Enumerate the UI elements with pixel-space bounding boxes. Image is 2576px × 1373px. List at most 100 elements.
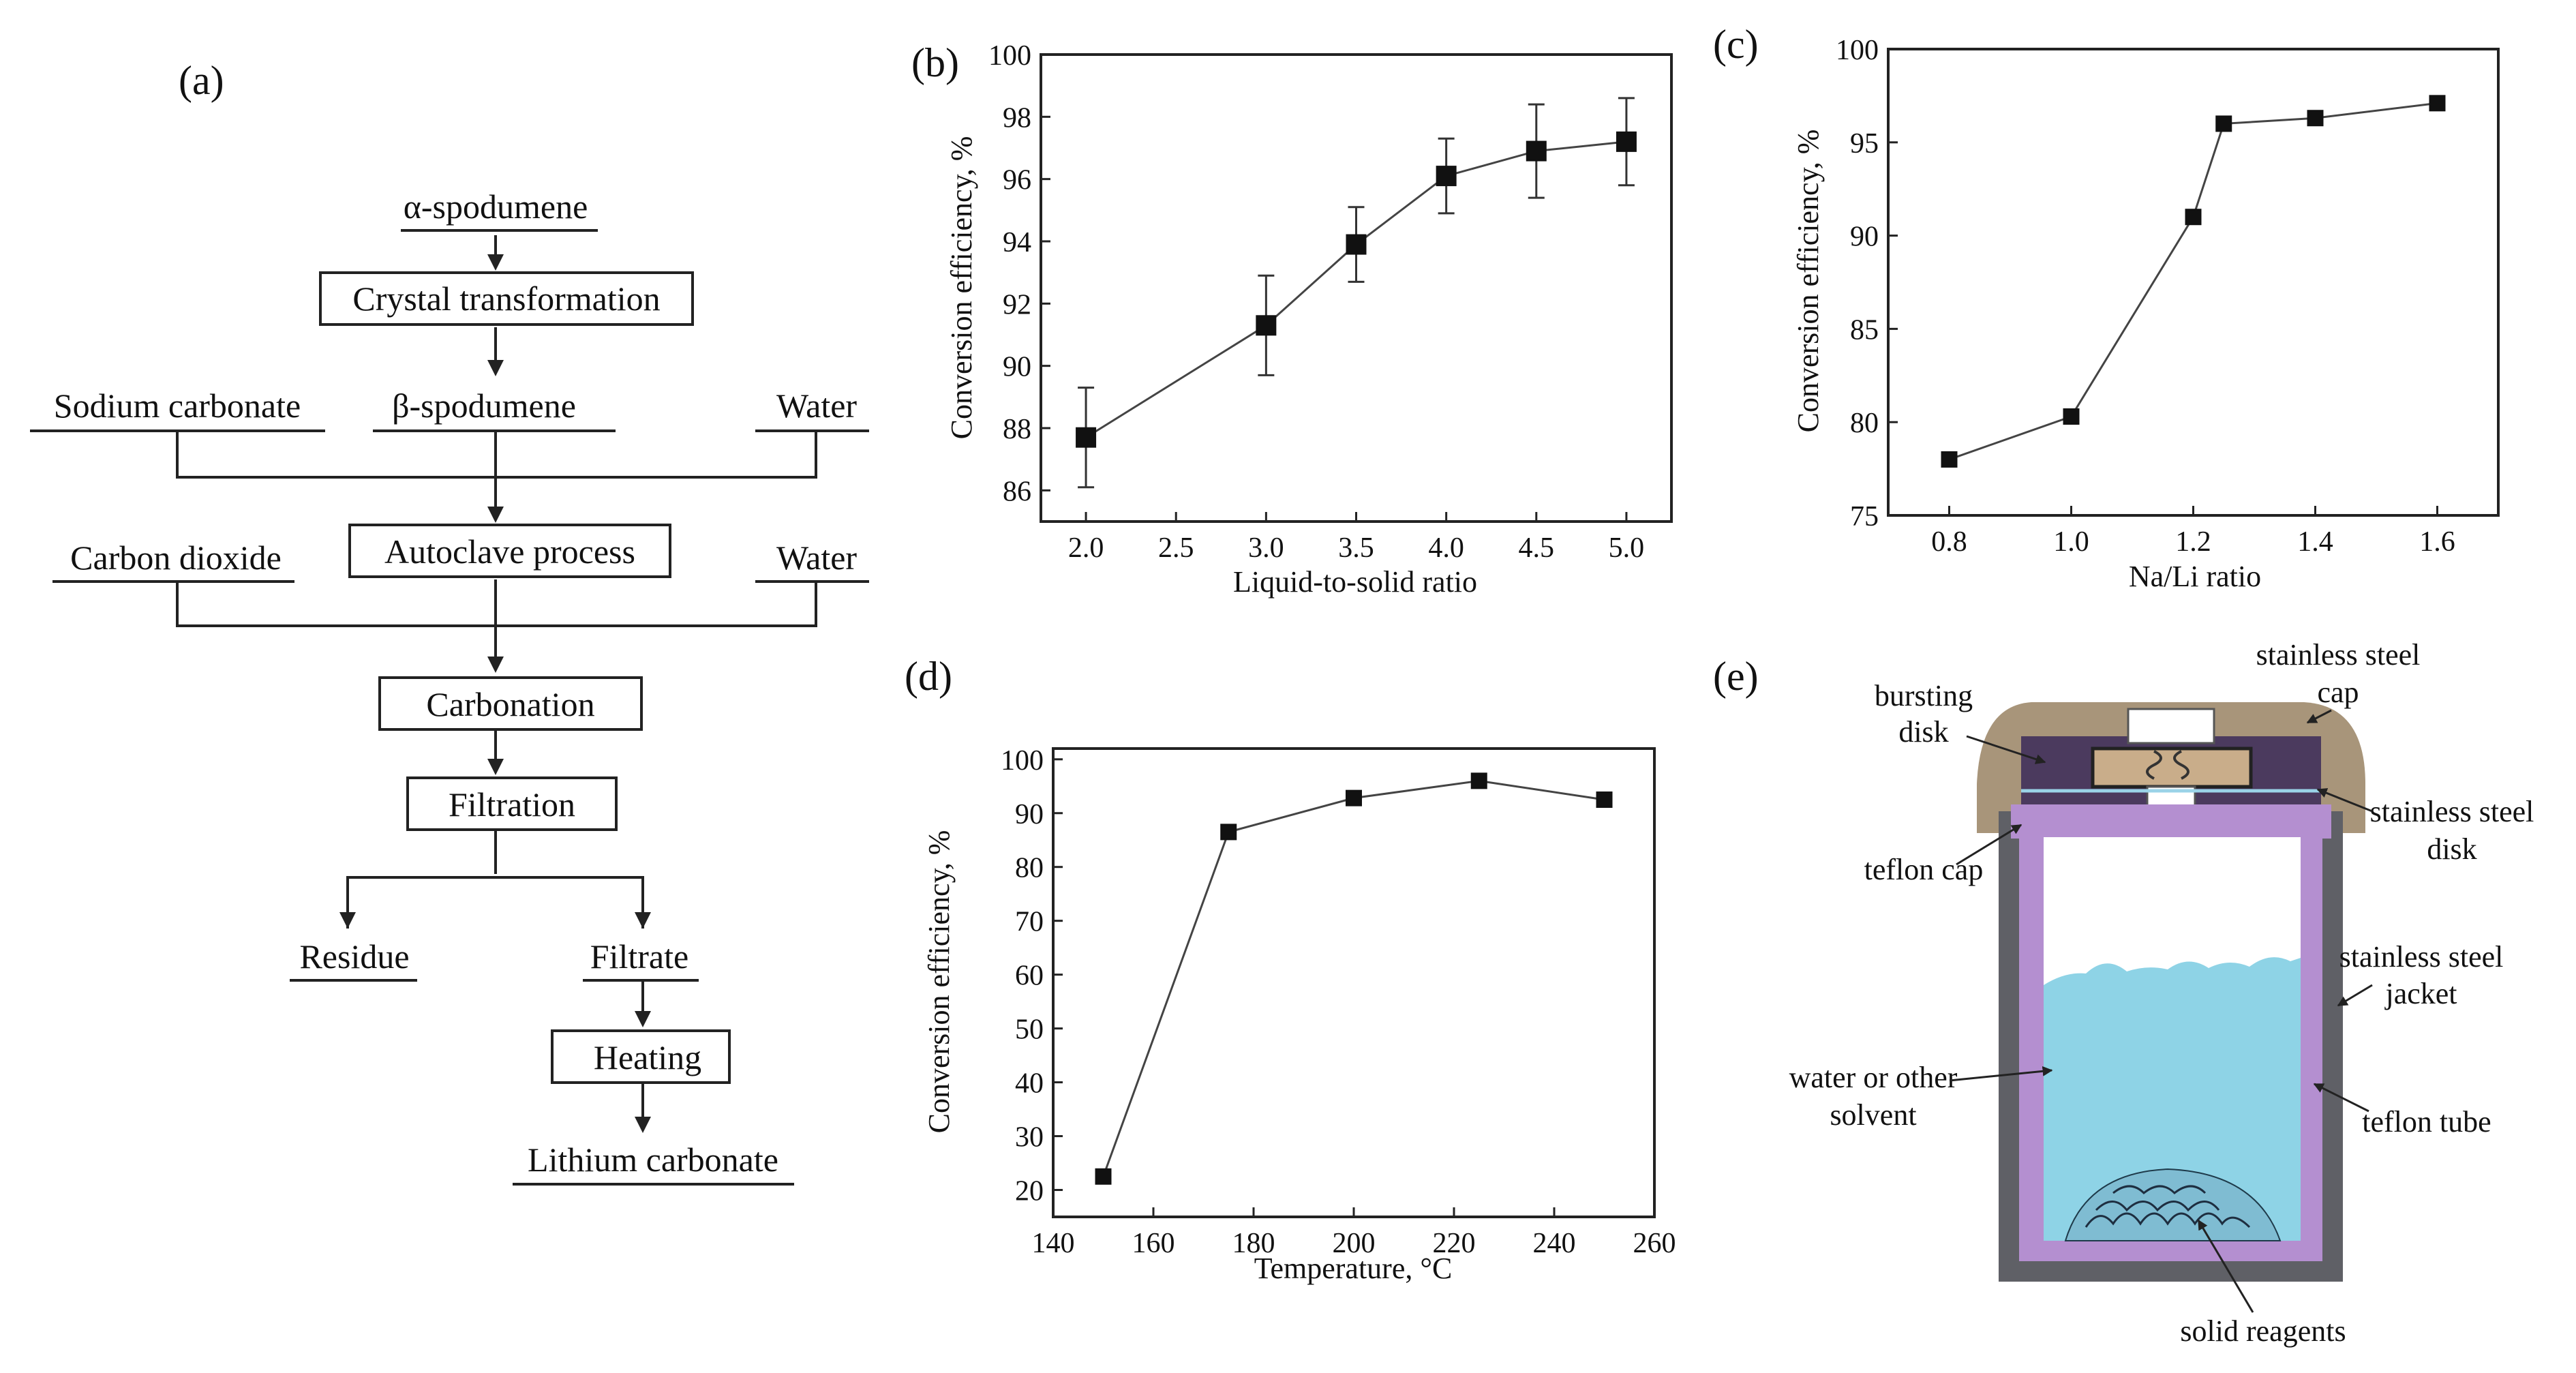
panel-label-b: (b) [911,40,959,85]
data-point-d-1 [1220,824,1237,841]
ytick-label-c-0: 75 [1850,501,1879,532]
data-point-d-4 [1596,791,1613,809]
data-point-b-3 [1436,166,1457,187]
data-point-c-0 [1941,451,1958,468]
chart-d: (d) 140 160 180 200 220 240 260 20 30 40 50 60 70 80 9… [905,654,1676,1285]
data-point-b-4 [1526,140,1547,162]
flow-box-autoclave [348,524,671,578]
ylabel-b: Conversion efficiency, % [945,136,978,440]
ytick-label-d-3: 50 [1015,1014,1044,1046]
label-stainless-steel-cap-2: cap [2317,676,2359,709]
data-point-c-2 [2185,209,2202,226]
ytick-label-b-0: 86 [1003,476,1031,507]
label-solid-reagents: solid reagents [2180,1314,2346,1348]
flow-autoclave-process: Autoclave process [384,532,635,571]
ytick-label-d-4: 60 [1015,961,1044,992]
ylabel-d: Conversion efficiency, % [922,830,956,1134]
series-line-c [1949,102,2438,461]
flow-lithium-carbonate: Lithium carbonate [528,1141,778,1179]
data-point-b-5 [1616,131,1637,152]
panel-label-e: (e) [1713,654,1759,699]
data-point-c-5 [2429,95,2446,112]
ytick-label-d-7: 90 [1015,799,1044,830]
data-point-d-3 [1470,772,1487,789]
solvent-liquid [2044,957,2301,1241]
xtick-label-b-5: 4.5 [1519,532,1555,564]
label-bursting-disk-2: disk [1898,715,1948,749]
ytick-label-b-4: 94 [1003,227,1031,258]
xtick-label-c-4: 1.6 [2419,526,2455,558]
flow-box-carbonation [378,676,643,731]
xtick-label-d-5: 240 [1533,1228,1576,1259]
xtick-label-b-6: 5.0 [1609,532,1645,564]
xtick-label-d-6: 260 [1633,1228,1676,1259]
label-stainless-steel-disk-2: disk [2427,832,2476,866]
flow-filtration: Filtration [449,785,575,824]
xtick-label-d-0: 140 [1032,1228,1075,1259]
xtick-label-c-2: 1.2 [2175,526,2211,558]
label-stainless-steel-disk-1: stainless steel [2370,795,2534,828]
panel-label-d: (d) [905,654,952,699]
ytick-label-c-4: 95 [1850,128,1879,160]
ytick-label-b-2: 90 [1003,352,1031,383]
ytick-label-c-1: 80 [1850,408,1879,439]
label-water-solvent-2: solvent [1830,1098,1916,1132]
stainless-steel-disk-shape [2091,746,2253,789]
ytick-label-d-6: 80 [1015,853,1044,884]
flow-sodium-carbonate: Sodium carbonate [54,387,301,425]
ytick-label-b-3: 92 [1003,289,1031,320]
flow-crystal-transformation: Crystal transformation [352,280,660,318]
label-bursting-disk-1: bursting [1875,679,1973,712]
data-point-d-0 [1095,1168,1112,1185]
cap-bolt [2127,708,2215,744]
panel-label-a: (a) [179,58,224,103]
ytick-label-c-5: 100 [1836,35,1879,66]
chart-c: (c) 0.8 1.0 1.2 1.4 1.6 75 80 85 90 95 100 Na/Li r… [1713,22,2500,593]
ylabel-c: Conversion efficiency, % [1791,130,1825,433]
plot-frame-c [1887,48,2500,517]
xtick-label-d-3: 200 [1333,1228,1376,1259]
plot-frame-b [1040,53,1673,523]
data-point-b-2 [1346,234,1367,255]
xtick-label-b-4: 4.0 [1428,532,1464,564]
ytick-label-d-1: 30 [1015,1122,1044,1153]
data-point-c-1 [2063,408,2080,425]
ytick-label-d-2: 40 [1015,1068,1044,1100]
flowchart-panel: (a) α-spodumene Crystal transformation S… [30,58,869,1186]
data-point-c-3 [2215,115,2232,132]
flow-carbonation: Carbonation [426,685,594,723]
ytick-label-d-0: 20 [1015,1176,1044,1207]
xlabel-c: Na/Li ratio [2129,560,2261,593]
xtick-label-c-1: 1.0 [2053,526,2089,558]
data-point-b-0 [1076,427,1097,448]
flow-beta-spodumene: β-spodumene [392,387,576,425]
xtick-label-d-1: 160 [1132,1228,1175,1259]
label-stainless-steel-jacket-1: stainless steel [2339,940,2504,974]
data-point-b-1 [1256,315,1277,336]
flow-water-1: Water [776,387,857,425]
panel-label-c: (c) [1713,22,1759,67]
ytick-label-c-3: 90 [1850,222,1879,253]
solid-reagents-pile [2064,1168,2282,1241]
xtick-label-b-1: 2.5 [1158,532,1194,564]
ytick-label-d-5: 70 [1015,907,1044,938]
xtick-label-b-2: 3.0 [1248,532,1284,564]
data-point-d-2 [1346,789,1362,806]
plot-frame-d [1052,747,1656,1218]
label-water-solvent-1: water or other [1789,1061,1958,1094]
flow-filtrate: Filtrate [590,937,688,976]
xtick-label-d-2: 180 [1232,1228,1275,1259]
flow-box-filtration [406,776,618,831]
ytick-label-d-8: 100 [1001,745,1044,776]
xtick-label-b-0: 2.0 [1068,532,1104,564]
series-line-b [1085,140,1627,438]
label-teflon-cap: teflon cap [1864,853,1984,886]
ytick-label-b-1: 88 [1003,414,1031,445]
ytick-label-b-6: 98 [1003,102,1031,134]
xtick-label-c-3: 1.4 [2297,526,2333,558]
data-point-c-4 [2307,110,2324,127]
autoclave-diagram: (e) stainless steel cap bursting disk st… [1713,638,2534,1348]
chart-b: (b) 2.0 2.5 3.0 3.5 4.0 4.5 5.0 86 88 90 92 94 96 98 1… [911,40,1673,599]
ytick-label-b-5: 96 [1003,165,1031,196]
flow-residue: Residue [299,937,409,976]
